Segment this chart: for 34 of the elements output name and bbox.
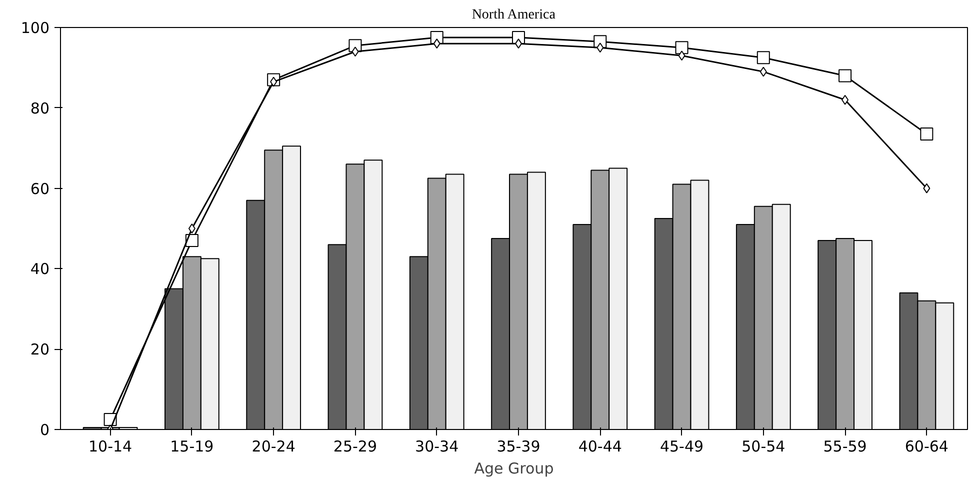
- x-axis-title: Age Group: [474, 460, 554, 478]
- point: [675, 41, 688, 54]
- point: [185, 234, 198, 248]
- x-tick-label: 25-29: [333, 438, 378, 456]
- point: [842, 94, 849, 105]
- point: [920, 128, 934, 141]
- point: [352, 46, 359, 57]
- y-tick-label: 0: [40, 421, 50, 439]
- x-tick-label: 20-24: [252, 438, 296, 456]
- point: [433, 38, 440, 49]
- x-tick-label: 55-59: [823, 438, 867, 456]
- x-tick-label: 60-64: [904, 438, 948, 456]
- x-tick-label: 10-14: [88, 438, 132, 456]
- point: [756, 51, 770, 64]
- point: [596, 42, 604, 53]
- x-tick-label: 40-44: [578, 438, 622, 456]
- y-tick-label: 20: [30, 340, 50, 359]
- point: [760, 66, 767, 77]
- x-tick-label: 45-49: [660, 438, 704, 456]
- x-tick-label: 30-34: [415, 438, 459, 456]
- y-tick-label: 80: [30, 99, 50, 118]
- y-tick-label: 60: [30, 180, 50, 198]
- y-tick-label: 40: [30, 260, 50, 278]
- point: [188, 224, 196, 234]
- x-tick-label: 15-19: [170, 438, 214, 456]
- x-tick-label: 50-54: [742, 438, 786, 456]
- x-tick-label: 35-39: [496, 438, 540, 456]
- chart-title: North America: [472, 8, 556, 22]
- point: [270, 76, 278, 87]
- point: [923, 183, 930, 194]
- point: [838, 69, 852, 82]
- y-tick-label: 100: [20, 19, 50, 37]
- point: [514, 38, 522, 49]
- point: [678, 50, 686, 61]
